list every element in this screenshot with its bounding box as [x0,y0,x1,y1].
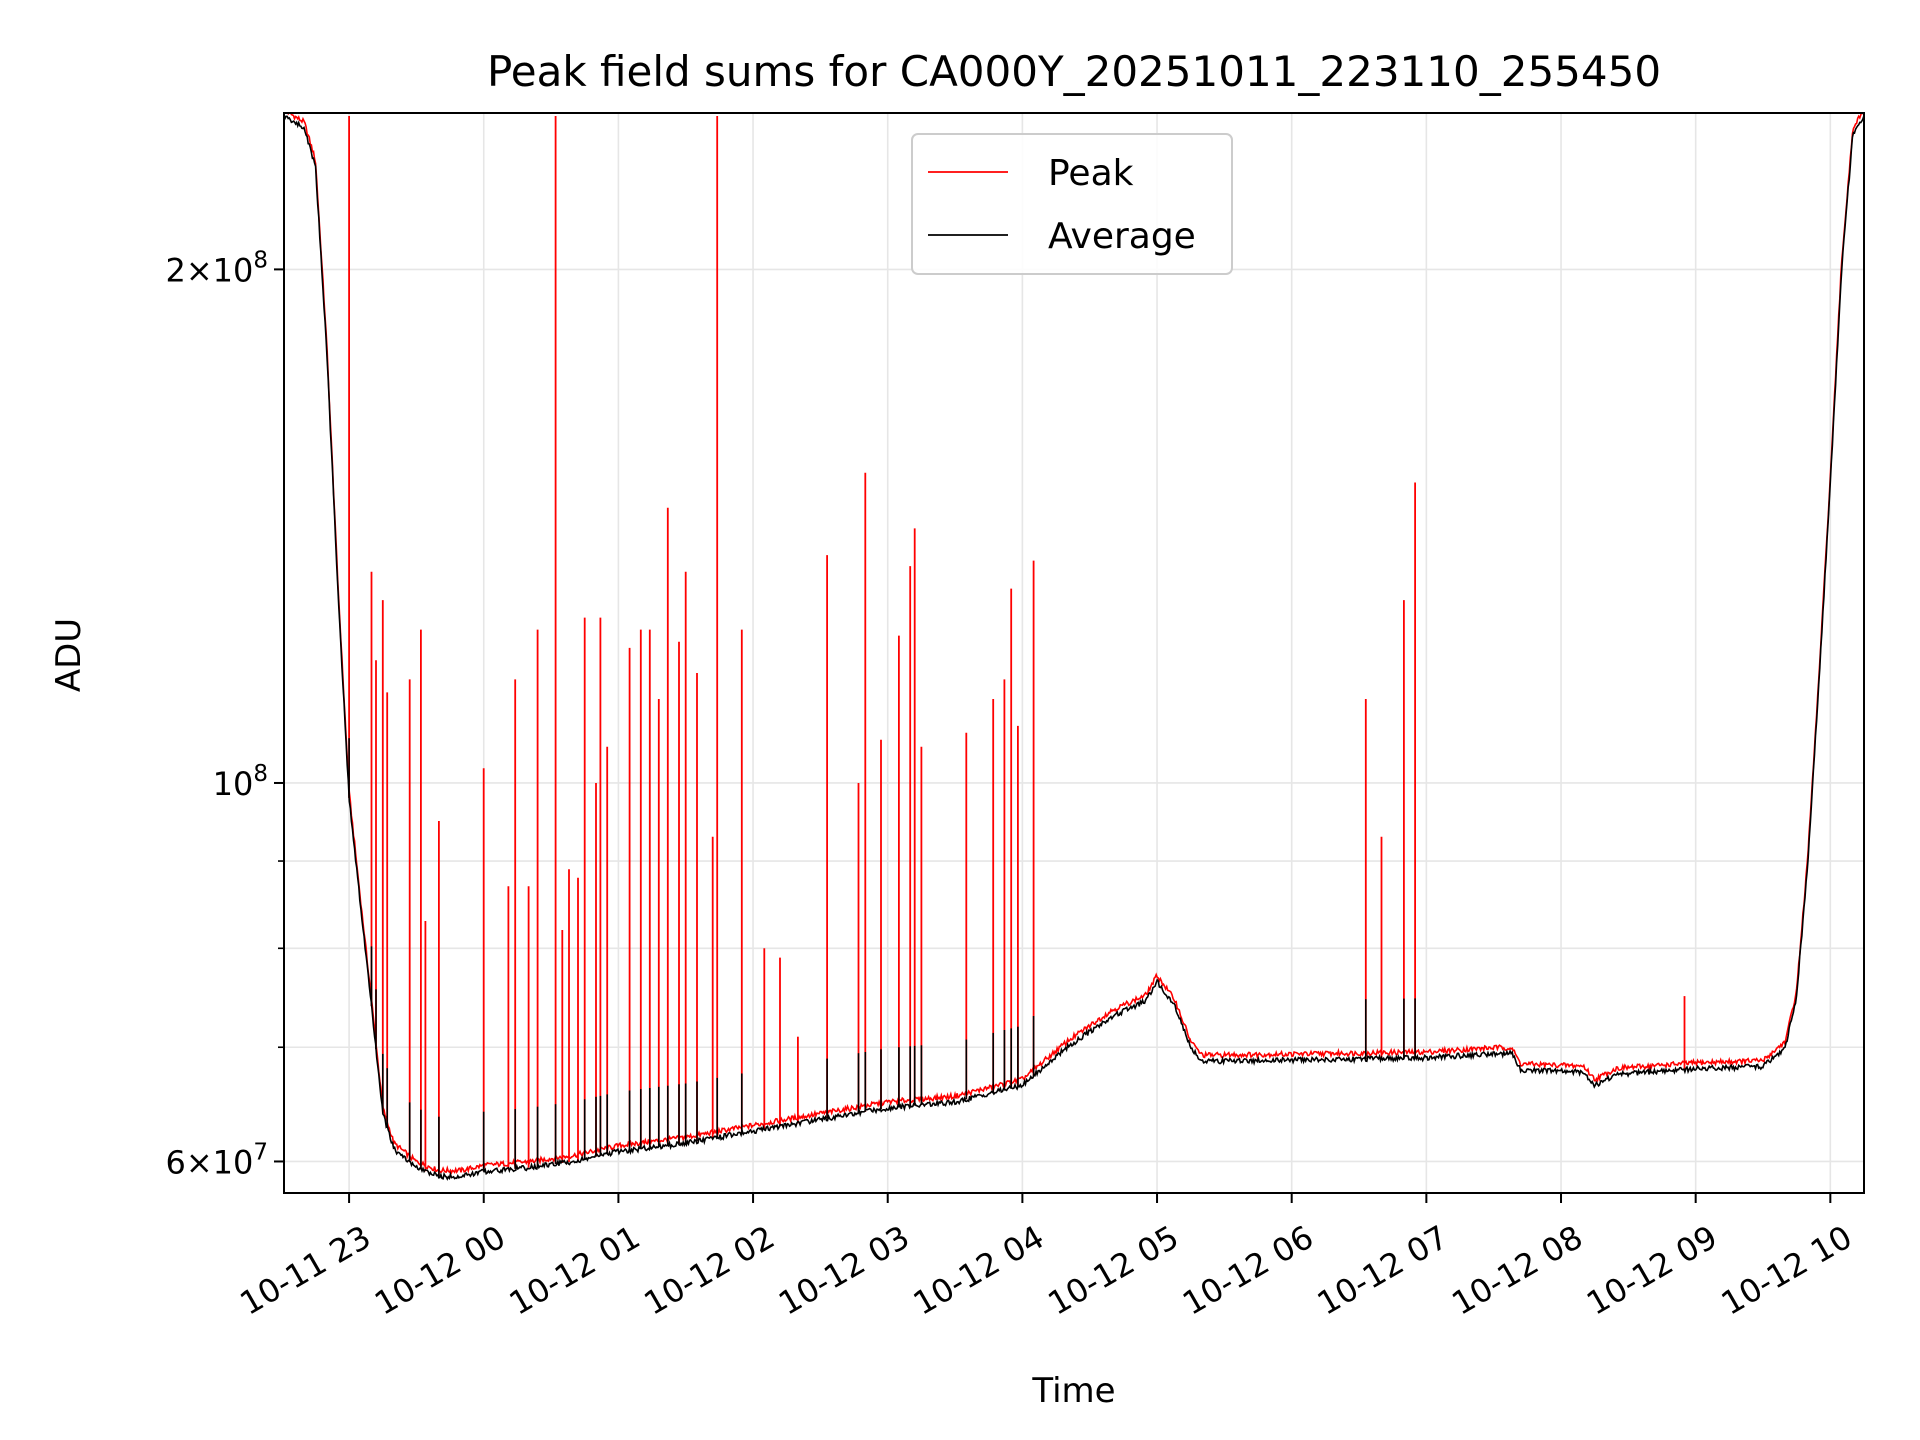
x-axis-title: Time [1031,1371,1115,1411]
y-tick-label: 108 [213,761,268,803]
legend: Peak Average [911,133,1233,275]
legend-label: Peak [1048,153,1134,194]
legend-box [911,133,1233,275]
series-line-average [284,114,1864,1181]
y-axis-title: ADU [49,618,89,692]
y-tick-label: 6×107 [165,1139,268,1181]
plot-area [284,113,1864,1181]
chart-title: Peak field sums for CA000Y_20251011_2231… [487,47,1661,96]
plot-frame [283,112,1865,1194]
grid [284,113,1864,1193]
y-axis: 2×108 108 6×107 [165,247,284,1181]
legend-label: Average [1048,216,1196,257]
series-line-peak [286,113,1864,1175]
y-tick-label: 2×108 [165,247,268,289]
